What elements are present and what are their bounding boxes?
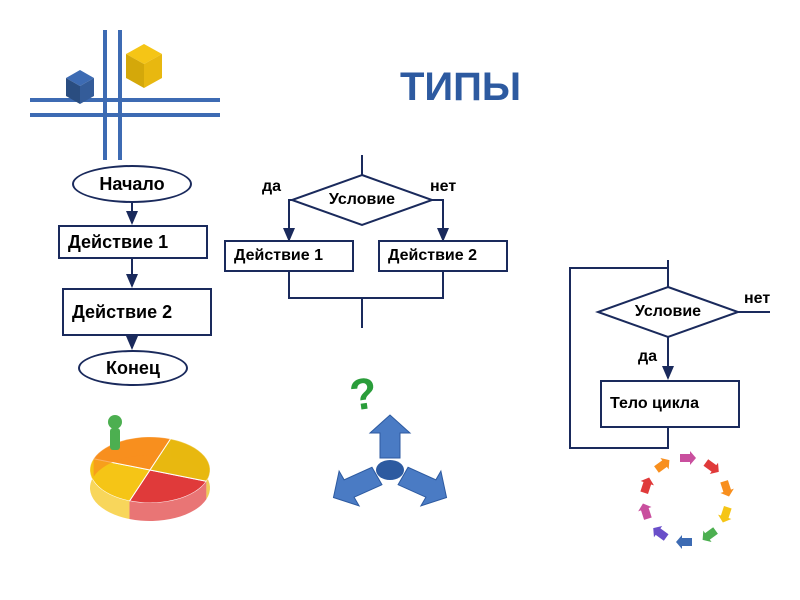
branch-condition-diamond: Условие	[292, 175, 432, 225]
loop-body-box: Тело цикла	[600, 380, 740, 428]
loop-no-label: нет	[744, 290, 770, 308]
three-arrows-icon	[333, 415, 446, 506]
loop-condition-diamond: Условие	[598, 287, 738, 337]
loop-body-label: Тело цикла	[610, 395, 699, 413]
seq-start-terminal: Начало	[72, 165, 192, 203]
seq-end-terminal: Конец	[78, 350, 188, 386]
corner-decoration-icon	[30, 30, 220, 160]
branch-no-label: нет	[430, 178, 456, 196]
svg-text:Условие: Условие	[329, 191, 395, 208]
loop-yes-label: да	[638, 348, 657, 366]
branch-action1-label: Действие 1	[234, 247, 323, 265]
branch-yes-label: да	[262, 178, 281, 196]
seq-start-label: Начало	[99, 174, 164, 195]
seq-action1-label: Действие 1	[68, 232, 168, 253]
seq-action2-box: Действие 2	[62, 288, 212, 336]
question-mark-icon: ?	[347, 368, 381, 421]
branch-action1-box: Действие 1	[224, 240, 354, 272]
pie-chart-icon	[90, 415, 210, 521]
seq-action2-label: Действие 2	[72, 302, 172, 323]
svg-text:Условие: Условие	[635, 303, 701, 320]
branch-action2-box: Действие 2	[378, 240, 508, 272]
arrow-ring-icon	[636, 451, 735, 549]
seq-end-label: Конец	[106, 358, 160, 379]
page-title: ТИПЫ	[400, 65, 521, 110]
branch-action2-label: Действие 2	[388, 247, 477, 265]
seq-action1-box: Действие 1	[58, 225, 208, 259]
